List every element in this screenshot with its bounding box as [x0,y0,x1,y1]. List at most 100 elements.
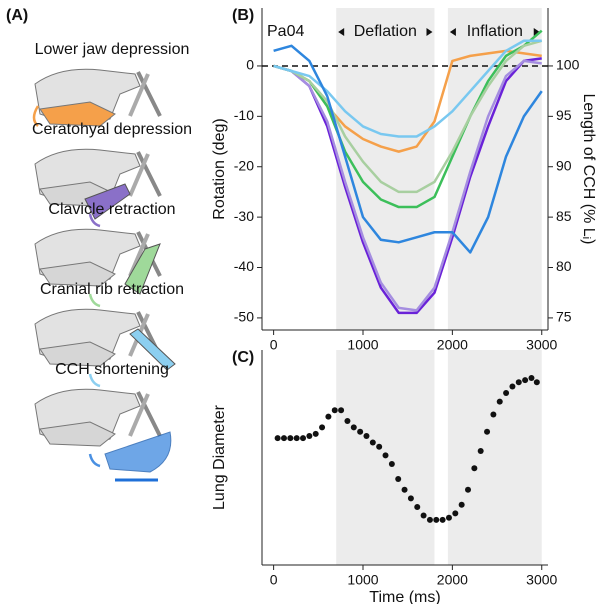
x-tick-label: 3000 [526,572,557,588]
data-point [369,439,376,446]
data-point [274,435,281,442]
data-point [496,398,503,405]
y-tick-label: -10 [234,107,254,123]
y-tick-label: -40 [234,258,254,274]
data-point [414,503,421,510]
y2-tick-label: 90 [556,157,572,173]
jaw [39,341,116,367]
data-point [490,411,497,418]
data-point [312,430,319,437]
data-point [439,516,446,523]
clavicle-bone [136,391,162,437]
series-line [273,39,542,138]
data-point [528,374,535,381]
rib-bone [128,393,150,437]
data-point [477,448,484,455]
data-point [331,407,338,414]
y-tick-label: -50 [234,309,254,325]
data-point [465,486,472,493]
x-tick-label: 1000 [347,337,378,353]
x-tick-label: 2000 [437,572,468,588]
panel-label: (A) [6,7,28,24]
data-point [293,435,300,442]
y-tick-label: -30 [234,208,254,224]
skull-drawing [34,148,162,228]
data-point [280,435,287,442]
data-point [344,417,351,424]
shaded-region [336,8,435,330]
x-tick-label: 1000 [347,572,378,588]
data-point [306,433,313,439]
caption: CCH shortening [55,361,169,378]
data-point [426,516,433,523]
data-point [445,514,452,521]
data-point [458,501,465,508]
panel-label: (C) [232,349,254,366]
clavicle-bone [136,71,162,117]
panel-label: (B) [232,7,254,24]
y2-tick-label: 95 [556,107,572,123]
caption: Ceratohyal depression [32,121,192,138]
y2-tick-label: 85 [556,208,572,224]
series-line [273,59,542,312]
data-point [533,379,540,386]
skull-drawing [34,388,172,482]
y-axis-label: Rotation (deg) [211,118,228,219]
motion-arrow [88,373,101,388]
y2-tick-label: 80 [556,258,572,274]
data-point [407,495,414,502]
data-point [471,465,478,472]
data-point [452,510,459,517]
data-point [382,452,389,459]
y-tick-label: -20 [234,157,254,173]
data-point [338,407,345,414]
data-point [515,379,522,386]
series-line [273,39,543,194]
motion-arrow [88,293,101,308]
data-point [420,512,427,519]
data-point [509,383,516,390]
skull-drawing [32,68,162,127]
data-point [433,516,440,523]
data-point [357,428,364,435]
rib-bone [128,73,150,117]
data-point [319,424,326,431]
y2-tick-label: 100 [556,57,580,73]
caption: Lower jaw depression [35,41,190,58]
motion-arrow [88,213,101,228]
motion-arrow [32,105,40,127]
skull-drawing [34,228,162,308]
caption: Cranial rib retraction [40,281,184,298]
data-point [522,377,529,384]
data-point [503,390,510,396]
annotation: Pa04 [267,23,304,40]
clavicle [124,243,161,295]
data-point [376,443,383,450]
caption: Clavicle retraction [48,201,175,218]
data-point [388,460,395,467]
data-point [300,435,307,442]
data-point [484,428,491,435]
cch [104,431,172,473]
motion-arrow [88,453,101,468]
y-tick-label: 0 [246,57,254,73]
data-point [363,433,370,439]
shaded-region [447,350,542,565]
x-tick-label: 0 [270,572,278,588]
annotation: Inflation [467,23,523,40]
jaw [39,101,116,127]
skull-drawing [34,308,176,388]
rib-bone [128,153,150,197]
jaw [39,421,116,447]
y2-tick-label: 75 [556,309,572,325]
rib [129,328,176,371]
clavicle-bone [136,151,162,197]
data-point [325,413,332,420]
series-line [273,44,543,254]
shaded-region [447,8,542,330]
y2-axis-label: Length of CCH (% Lᵢ) [580,93,597,244]
data-point [287,435,294,442]
x-tick-label: 3000 [526,337,557,353]
x-axis-label: Time (ms) [369,589,440,604]
